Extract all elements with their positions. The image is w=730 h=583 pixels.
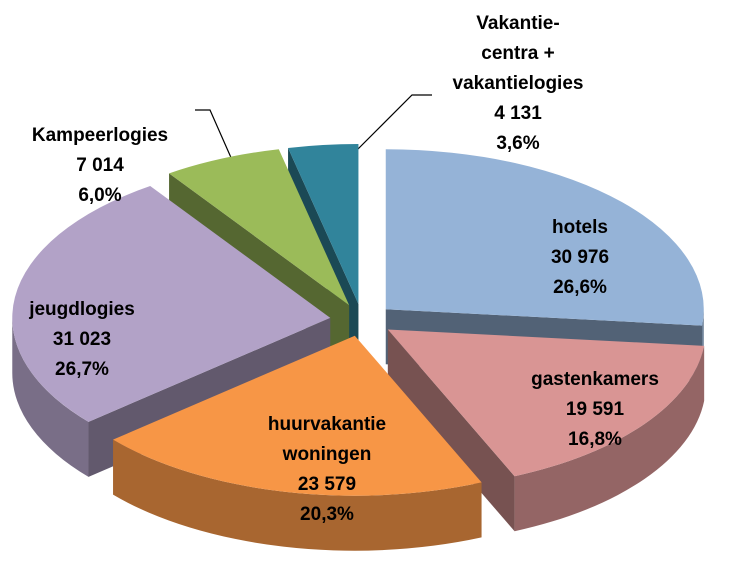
category-label: huurvakantie woningen xyxy=(267,414,387,465)
percentage-label: 20,3% xyxy=(300,504,354,525)
percentage-label: 16,8% xyxy=(568,429,622,450)
value-label: 7 014 xyxy=(76,155,124,176)
slice-label: Vakantie- centra + vakantielogies 4 131 3,… xyxy=(453,9,584,159)
category-label: gastenkamers xyxy=(531,369,659,390)
leader-line xyxy=(195,109,241,179)
percentage-label: 3,6% xyxy=(496,133,540,154)
slice xyxy=(169,149,350,306)
slice xyxy=(387,329,705,477)
slice-label: hotels 30 976 26,6% xyxy=(551,213,609,303)
slice xyxy=(385,149,704,326)
category-label: Vakantie- centra + vakantielogies xyxy=(452,13,584,94)
slice-label: huurvakantie woningen 23 579 20,3% xyxy=(268,410,386,530)
value-label: 30 976 xyxy=(550,247,610,268)
slice-side xyxy=(387,329,515,532)
value-label: 31 023 xyxy=(52,329,112,350)
value-label: 23 579 xyxy=(297,474,357,495)
slice-edge xyxy=(514,345,705,532)
slice-label: Kampeerlogies 7 014 6,0% xyxy=(32,121,168,211)
value-label: 19 591 xyxy=(565,399,625,420)
slice-edge xyxy=(113,439,482,551)
slice-edge xyxy=(12,317,89,477)
percentage-label: 6,0% xyxy=(78,185,122,206)
value-label: 4 131 xyxy=(494,103,542,124)
category-label: hotels xyxy=(552,217,608,238)
slice xyxy=(113,335,482,496)
percentage-label: 26,7% xyxy=(55,359,109,380)
category-label: Kampeerlogies xyxy=(31,125,169,146)
category-label: jeugdlogies xyxy=(29,299,135,320)
percentage-label: 26,6% xyxy=(553,277,607,298)
slice xyxy=(288,143,359,304)
slice-label: jeugdlogies 31 023 26,7% xyxy=(29,295,135,385)
slice xyxy=(12,186,331,422)
leader-line xyxy=(341,94,432,166)
slice-label: gastenkamers 19 591 16,8% xyxy=(531,365,659,455)
